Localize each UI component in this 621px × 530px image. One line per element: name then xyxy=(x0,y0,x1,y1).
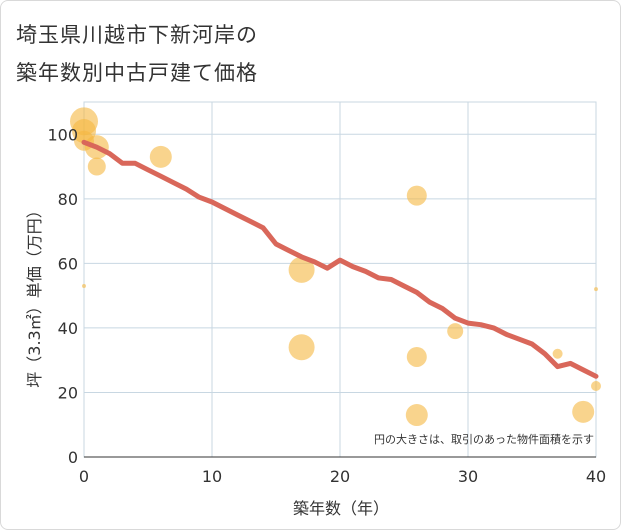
y-axis-label: 坪（3.3㎡）単価（万円） xyxy=(25,202,44,387)
tick-labels: 0 10 20 30 40 0 20 40 60 80 100 xyxy=(47,125,606,486)
trend-line xyxy=(81,139,599,379)
x-tick-label: 40 xyxy=(586,467,606,486)
x-tick-label: 20 xyxy=(330,467,350,486)
trend-layer xyxy=(81,139,599,379)
bubble-point xyxy=(405,404,428,427)
x-axis-label: 築年数（年） xyxy=(293,499,389,518)
bubble-point xyxy=(552,348,563,359)
bubble-point xyxy=(406,346,427,367)
size-note: 円の大きさは、取引のあった物件面積を示す xyxy=(374,432,594,446)
y-tick-label: 60 xyxy=(58,254,78,273)
bubble-point xyxy=(594,287,598,292)
bubble-point xyxy=(288,256,315,283)
bubble-point xyxy=(447,323,464,340)
bubble-point xyxy=(87,157,106,176)
grid-lines xyxy=(83,101,597,458)
chart-title-line-2: 築年数別中古戸建て価格 xyxy=(16,61,258,85)
y-tick-label: 20 xyxy=(58,383,78,402)
x-tick-label: 30 xyxy=(458,467,478,486)
y-tick-label: 80 xyxy=(58,190,78,209)
bubble-point xyxy=(149,145,172,168)
x-tick-label: 0 xyxy=(79,467,89,486)
chart-title-line-1: 埼玉県川越市下新河岸の xyxy=(16,23,258,47)
y-tick-label: 0 xyxy=(68,448,78,467)
bubble-point xyxy=(406,185,427,206)
bubble-point xyxy=(591,381,601,391)
y-tick-label: 40 xyxy=(58,319,78,338)
y-tick-label: 100 xyxy=(47,125,78,144)
bubble-point xyxy=(572,400,595,423)
bubble-point xyxy=(82,283,86,288)
bubble-point xyxy=(288,334,315,361)
bubble-layer xyxy=(70,107,601,427)
x-tick-label: 10 xyxy=(202,467,222,486)
